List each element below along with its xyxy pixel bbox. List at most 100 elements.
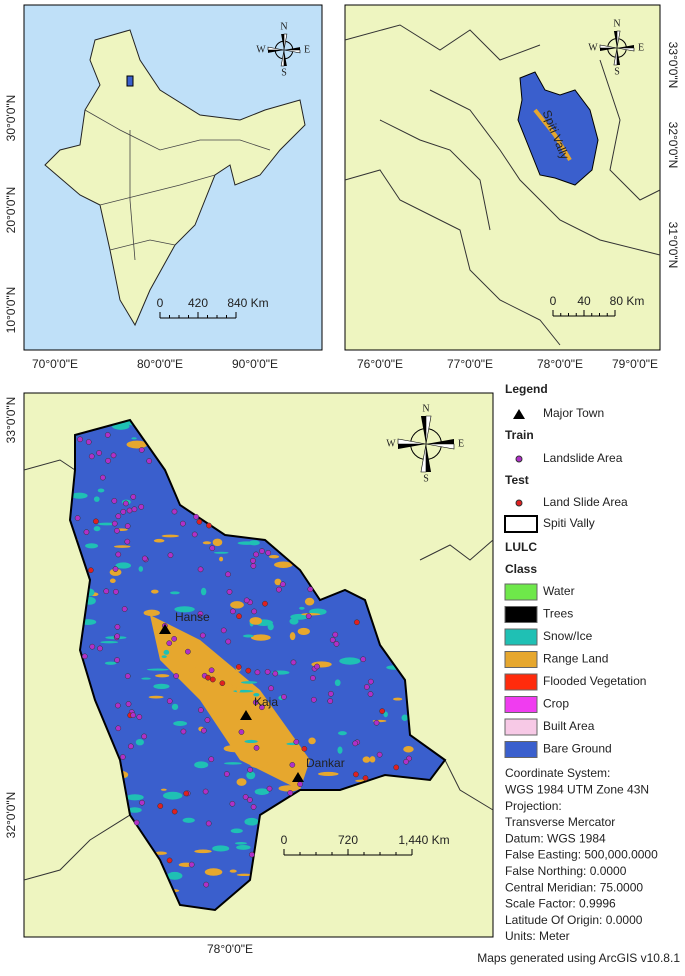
landslide-point [264,668,271,675]
legend-label: Bare Ground [543,742,612,756]
landslide-point [287,790,294,796]
range-land [223,744,245,753]
lat-label: 32°0'0"N [4,792,18,839]
snow-ice [161,655,167,659]
landslide-point [157,803,164,809]
landslide-point [128,743,134,750]
compass-point [397,438,427,445]
compass-point [426,444,432,472]
landslide-point [130,494,137,500]
landslide-point [376,751,383,758]
landslide-point [236,613,242,620]
range-land [236,685,241,693]
landslide-point [254,669,261,676]
lat-label: 31°0'0"N [666,222,680,269]
landslide-point [281,694,287,700]
landslide-point [166,857,173,864]
range-land [194,849,212,854]
compass-point [280,49,285,67]
landslide-point [224,771,230,777]
range-land [249,617,262,625]
scale-label: 80 Km [610,294,645,308]
scale-label: 720 [338,833,358,847]
landslide-point [87,567,94,574]
landslide-point [208,667,215,674]
border-line [599,59,661,201]
lat-label: 33°0'0"N [4,397,18,444]
region-inset: Spiti Vally [344,4,661,351]
snow-ice [233,689,254,693]
range-land [153,538,165,543]
landslide-point [115,702,121,709]
compass-point [267,46,285,51]
landslide-point [249,851,255,858]
landslide-point [293,739,300,745]
range-land [308,737,316,745]
legend-swatch [504,673,538,691]
landslide-point [185,648,191,655]
landslide-point [225,571,231,578]
landslide-point [226,588,233,595]
coordinate-info: False Easting: 500,000.0000 [505,848,658,862]
lat-label: 32°0'0"N [666,122,680,169]
landslide-point [272,670,279,677]
range-land [150,615,310,790]
town-marker [292,772,304,782]
snow-ice [93,526,101,532]
spiti-small [517,71,599,186]
snow-ice [254,788,270,796]
landslide-point [193,513,199,520]
range-land [533,108,572,162]
state-border [84,109,271,151]
landslide-point [166,698,173,704]
snow-ice [166,871,183,880]
landslide-point [305,613,312,620]
lon-label: 78°0'0"E [537,357,583,371]
landslide-point [115,513,122,520]
coordinate-info: Datum: WGS 1984 [505,831,606,845]
coordinate-info: WGS 1984 UTM Zone 43N [505,782,649,796]
range-land [109,578,116,584]
snow-ice [246,771,256,780]
legend-label: Major Town [543,406,604,420]
snow-ice [242,634,254,638]
landslide-point [242,794,249,800]
range-land [236,778,247,786]
compass-label: W [386,438,396,449]
range-land [109,568,122,576]
landslide-point [121,606,128,612]
compass-point [283,33,288,51]
landslide-point [77,436,83,443]
legend-swatch [504,606,538,623]
landslide-point [208,756,215,763]
landslide-point [203,881,210,888]
landslide-point [83,529,90,535]
compass-point [617,48,621,65]
landslide-point [205,820,212,827]
landslide-point [247,797,253,803]
lat-label: 20°0'0"N [4,187,18,234]
landslide-point [114,624,121,630]
compass-label: W [588,42,598,53]
landslide-point [200,727,207,734]
legend-label: Flooded Vegetation [543,674,646,688]
snow-ice [241,681,258,684]
snow-ice [170,591,180,595]
border-line [23,814,131,881]
compass-point [426,438,454,444]
landslide-point [265,549,272,556]
snow-ice [253,693,260,697]
range-land [212,538,223,547]
landslide-point [81,653,88,660]
landslide-point [354,619,360,626]
compass-point [600,48,617,52]
landslide-point [124,538,131,545]
landslide-point [183,790,190,797]
snow-ice [93,496,100,502]
scale-label: 40 [577,294,591,308]
compass-point [425,443,455,450]
landslide-point [247,767,254,773]
scale-label: 0 [550,294,557,308]
snow-ice [230,828,243,834]
compass-point [599,44,618,49]
